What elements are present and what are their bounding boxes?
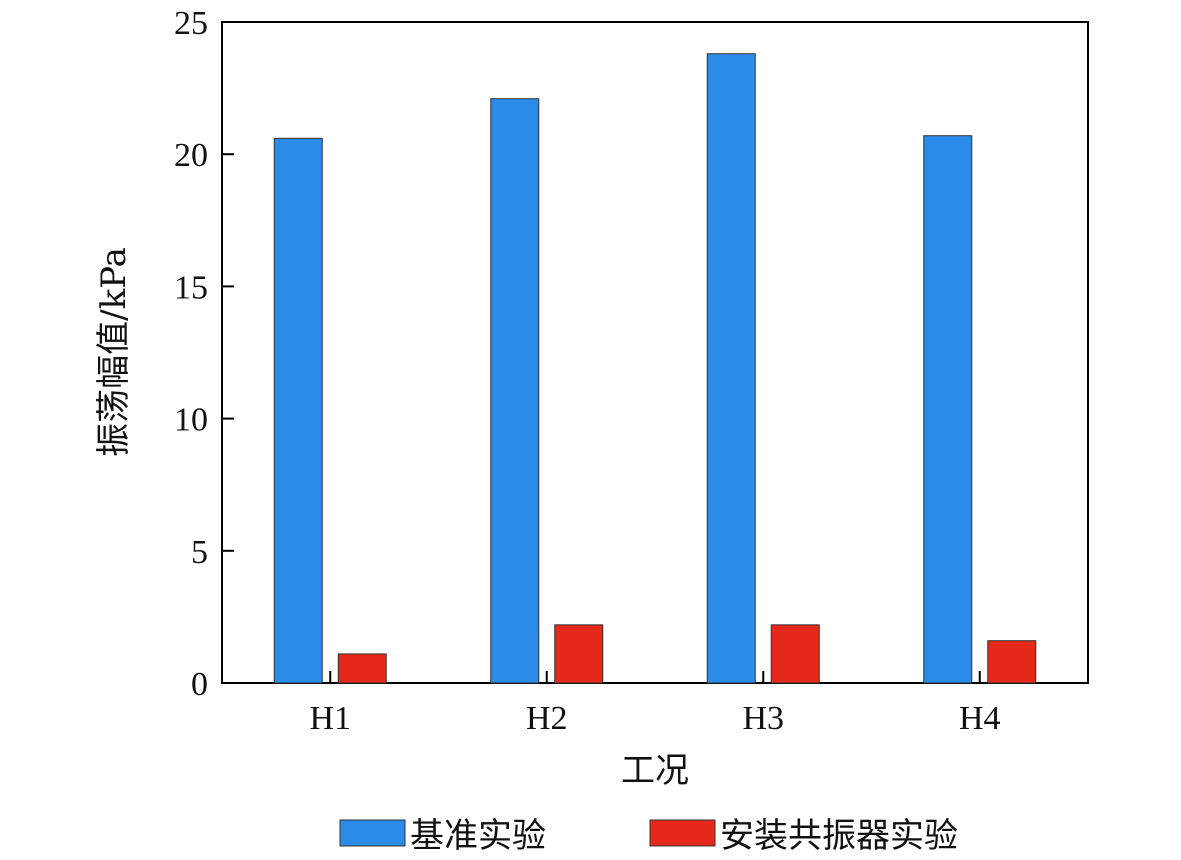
bar-baseline-h1 [273, 137, 323, 684]
y-tick-label: 10 [174, 402, 208, 439]
bar-resonator-h3 [770, 624, 820, 684]
x-tick-label: H3 [742, 700, 784, 737]
bar-resonator-h1 [337, 653, 387, 684]
x-axis-label: 工况 [621, 751, 689, 791]
x-tick-label: H2 [526, 700, 568, 737]
legend: 基准实验 安装共振器实验 [339, 816, 958, 856]
legend-swatch-baseline [339, 819, 406, 847]
bar-baseline-h2 [490, 98, 540, 684]
y-tick-label: 20 [174, 137, 208, 174]
plot-frame [221, 21, 1089, 684]
x-tick-label: H4 [959, 700, 1001, 737]
y-axis-label: 振荡幅值/kPa [94, 247, 134, 457]
bars [273, 53, 1037, 684]
legend-label-resonator: 安装共振器实验 [720, 816, 958, 856]
x-tick-label: H1 [309, 700, 351, 737]
legend-swatch-resonator [649, 819, 716, 847]
y-tick-label: 0 [191, 666, 208, 703]
bar-resonator-h4 [987, 640, 1037, 684]
y-axis-ticks: 0 5 10 15 20 25 [174, 5, 234, 703]
legend-label-baseline: 基准实验 [410, 816, 546, 856]
bar-baseline-h3 [706, 53, 756, 684]
bar-baseline-h4 [923, 135, 973, 684]
y-tick-label: 5 [191, 534, 208, 571]
y-tick-label: 15 [174, 269, 208, 306]
x-axis-ticks: H1 H2 H3 H4 [309, 671, 1001, 737]
y-tick-label: 25 [174, 5, 208, 42]
bar-resonator-h2 [554, 624, 604, 684]
